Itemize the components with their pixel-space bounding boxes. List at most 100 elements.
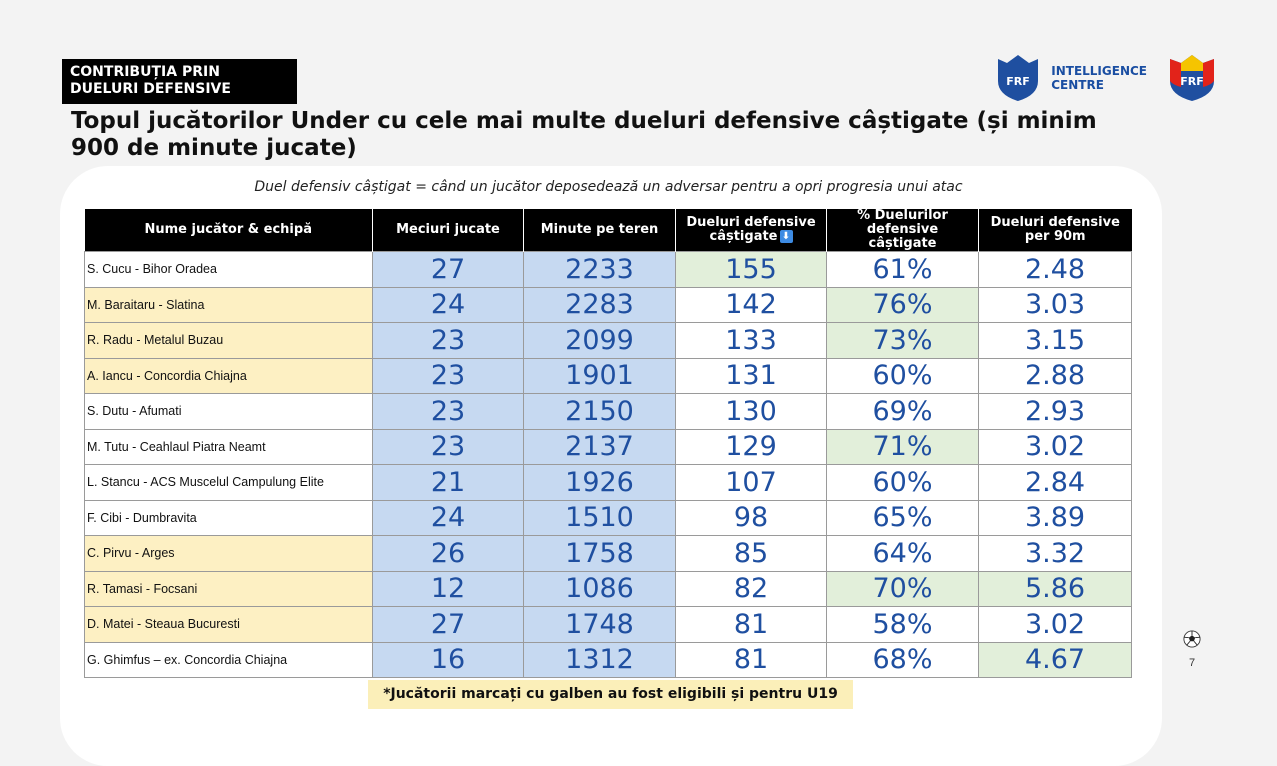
cell-player-name: S. Dutu - Afumati bbox=[84, 393, 373, 430]
cell-player-name: D. Matei - Steaua Bucuresti bbox=[84, 606, 373, 643]
table-row: G. Ghimfus – ex. Concordia Chiajna 16 1312… bbox=[84, 641, 1132, 678]
frf-shield-icon: FRF bbox=[998, 55, 1039, 101]
cell-duels-pct: 60% bbox=[826, 357, 979, 394]
cell-minutes: 1312 bbox=[523, 641, 676, 678]
cell-matches: 27 bbox=[372, 251, 524, 288]
cell-duels-won: 130 bbox=[675, 393, 827, 430]
cell-minutes: 2099 bbox=[523, 322, 676, 359]
col-header-duels-per90[interactable]: Dueluri defensive per 90m bbox=[978, 209, 1132, 252]
cell-duels-won: 133 bbox=[675, 322, 827, 359]
cell-duels-pct: 64% bbox=[826, 535, 979, 572]
cell-duels-pct: 71% bbox=[826, 428, 979, 465]
cell-minutes: 1510 bbox=[523, 499, 676, 536]
section-tag-line2: DUELURI DEFENSIVE bbox=[70, 81, 231, 97]
cell-duels-per90: 4.67 bbox=[978, 641, 1132, 678]
cell-minutes: 1758 bbox=[523, 535, 676, 572]
cell-player-name: L. Stancu - ACS Muscelul Campulung Elite bbox=[84, 464, 373, 501]
cell-minutes: 1926 bbox=[523, 464, 676, 501]
cell-duels-pct: 69% bbox=[826, 393, 979, 430]
cell-duels-pct: 58% bbox=[826, 606, 979, 643]
table-header-row: Nume jucător & echipă Meciuri jucate Min… bbox=[84, 209, 1132, 252]
cell-player-name: C. Pirvu - Arges bbox=[84, 535, 373, 572]
intelligence-centre-logo: FRF INTELLIGENCE CENTRE bbox=[993, 53, 1147, 103]
cell-duels-per90: 3.02 bbox=[978, 606, 1132, 643]
frf-crest-icon: FRF bbox=[1170, 55, 1214, 101]
cell-player-name: F. Cibi - Dumbravita bbox=[84, 499, 373, 536]
cell-player-name: M. Tutu - Ceahlaul Piatra Neamt bbox=[84, 428, 373, 465]
table-row: D. Matei - Steaua Bucuresti 27 1748 81 58% 3.… bbox=[84, 606, 1132, 643]
svg-text:FRF: FRF bbox=[1180, 75, 1204, 88]
cell-duels-won: 81 bbox=[675, 641, 827, 678]
section-tag: CONTRIBUȚIA PRIN DUELURI DEFENSIVE bbox=[62, 59, 297, 104]
table-row: S. Cucu - Bihor Oradea 27 2233 155 61% 2.48 bbox=[84, 251, 1132, 288]
cell-duels-pct: 70% bbox=[826, 570, 979, 607]
cell-duels-per90: 2.88 bbox=[978, 357, 1132, 394]
cell-minutes: 2283 bbox=[523, 286, 676, 323]
cell-minutes: 1086 bbox=[523, 570, 676, 607]
cell-duels-per90: 2.48 bbox=[978, 251, 1132, 288]
players-table: Nume jucător & echipă Meciuri jucate Min… bbox=[84, 209, 1132, 678]
cell-matches: 24 bbox=[372, 499, 524, 536]
cell-minutes: 1748 bbox=[523, 606, 676, 643]
col-header-name[interactable]: Nume jucător & echipă bbox=[84, 209, 373, 252]
cell-matches: 23 bbox=[372, 428, 524, 465]
table-row: A. Iancu - Concordia Chiajna 23 1901 131 60%… bbox=[84, 357, 1132, 394]
cell-duels-pct: 61% bbox=[826, 251, 979, 288]
soccer-ball-icon bbox=[1183, 630, 1201, 648]
cell-duels-won: 131 bbox=[675, 357, 827, 394]
cell-matches: 27 bbox=[372, 606, 524, 643]
section-tag-line1: CONTRIBUȚIA PRIN bbox=[70, 64, 220, 80]
cell-minutes: 1901 bbox=[523, 357, 676, 394]
cell-minutes: 2150 bbox=[523, 393, 676, 430]
cell-duels-per90: 2.93 bbox=[978, 393, 1132, 430]
table-row: F. Cibi - Dumbravita 24 1510 98 65% 3.89 bbox=[84, 499, 1132, 536]
table-body: S. Cucu - Bihor Oradea 27 2233 155 61% 2.48 M.… bbox=[84, 251, 1132, 678]
table-row: M. Baraitaru - Slatina 24 2283 142 76% 3.03 bbox=[84, 286, 1132, 323]
cell-matches: 26 bbox=[372, 535, 524, 572]
cell-duels-per90: 3.02 bbox=[978, 428, 1132, 465]
cell-duels-won: 107 bbox=[675, 464, 827, 501]
table-row: M. Tutu - Ceahlaul Piatra Neamt 23 2137 129… bbox=[84, 428, 1132, 465]
ic-line2: CENTRE bbox=[1051, 78, 1104, 92]
col-header-matches[interactable]: Meciuri jucate bbox=[372, 209, 524, 252]
cell-player-name: M. Baraitaru - Slatina bbox=[84, 286, 373, 323]
col-header-minutes[interactable]: Minute pe teren bbox=[523, 209, 676, 252]
table-row: L. Stancu - ACS Muscelul Campulung Elite… bbox=[84, 464, 1132, 501]
cell-matches: 12 bbox=[372, 570, 524, 607]
cell-player-name: A. Iancu - Concordia Chiajna bbox=[84, 357, 373, 394]
logos: FRF INTELLIGENCE CENTRE FRF bbox=[993, 52, 1219, 104]
table-row: C. Pirvu - Arges 26 1758 85 64% 3.32 bbox=[84, 535, 1132, 572]
cell-matches: 23 bbox=[372, 357, 524, 394]
svg-text:FRF: FRF bbox=[1007, 75, 1031, 88]
cell-duels-per90: 3.03 bbox=[978, 286, 1132, 323]
table-row: S. Dutu - Afumati 23 2150 130 69% 2.93 bbox=[84, 393, 1132, 430]
table-row: R. Tamasi - Focsani 12 1086 82 70% 5.86 bbox=[84, 570, 1132, 607]
cell-duels-won: 129 bbox=[675, 428, 827, 465]
cell-duels-per90: 2.84 bbox=[978, 464, 1132, 501]
cell-duels-per90: 3.15 bbox=[978, 322, 1132, 359]
cell-matches: 23 bbox=[372, 322, 524, 359]
cell-matches: 16 bbox=[372, 641, 524, 678]
cell-duels-pct: 65% bbox=[826, 499, 979, 536]
col-header-duels-won[interactable]: Dueluri defensive câștigate ⬇ bbox=[675, 209, 827, 252]
col-header-duels-pct[interactable]: % Duelurilor defensive câștigate bbox=[826, 209, 979, 252]
cell-duels-per90: 3.32 bbox=[978, 535, 1132, 572]
cell-player-name: G. Ghimfus – ex. Concordia Chiajna bbox=[84, 641, 373, 678]
cell-duels-per90: 5.86 bbox=[978, 570, 1132, 607]
page-title: Topul jucătorilor Under cu cele mai mult… bbox=[71, 108, 1097, 161]
cell-duels-won: 155 bbox=[675, 251, 827, 288]
cell-duels-per90: 3.89 bbox=[978, 499, 1132, 536]
cell-duels-pct: 60% bbox=[826, 464, 979, 501]
table-row: R. Radu - Metalul Buzau 23 2099 133 73% 3.15 bbox=[84, 322, 1132, 359]
cell-matches: 24 bbox=[372, 286, 524, 323]
cell-duels-pct: 73% bbox=[826, 322, 979, 359]
cell-duels-won: 85 bbox=[675, 535, 827, 572]
cell-player-name: R. Radu - Metalul Buzau bbox=[84, 322, 373, 359]
cell-duels-won: 142 bbox=[675, 286, 827, 323]
cell-duels-won: 82 bbox=[675, 570, 827, 607]
cell-matches: 23 bbox=[372, 393, 524, 430]
ic-line1: INTELLIGENCE bbox=[1051, 64, 1147, 78]
cell-player-name: S. Cucu - Bihor Oradea bbox=[84, 251, 373, 288]
cell-duels-won: 81 bbox=[675, 606, 827, 643]
cell-duels-pct: 76% bbox=[826, 286, 979, 323]
